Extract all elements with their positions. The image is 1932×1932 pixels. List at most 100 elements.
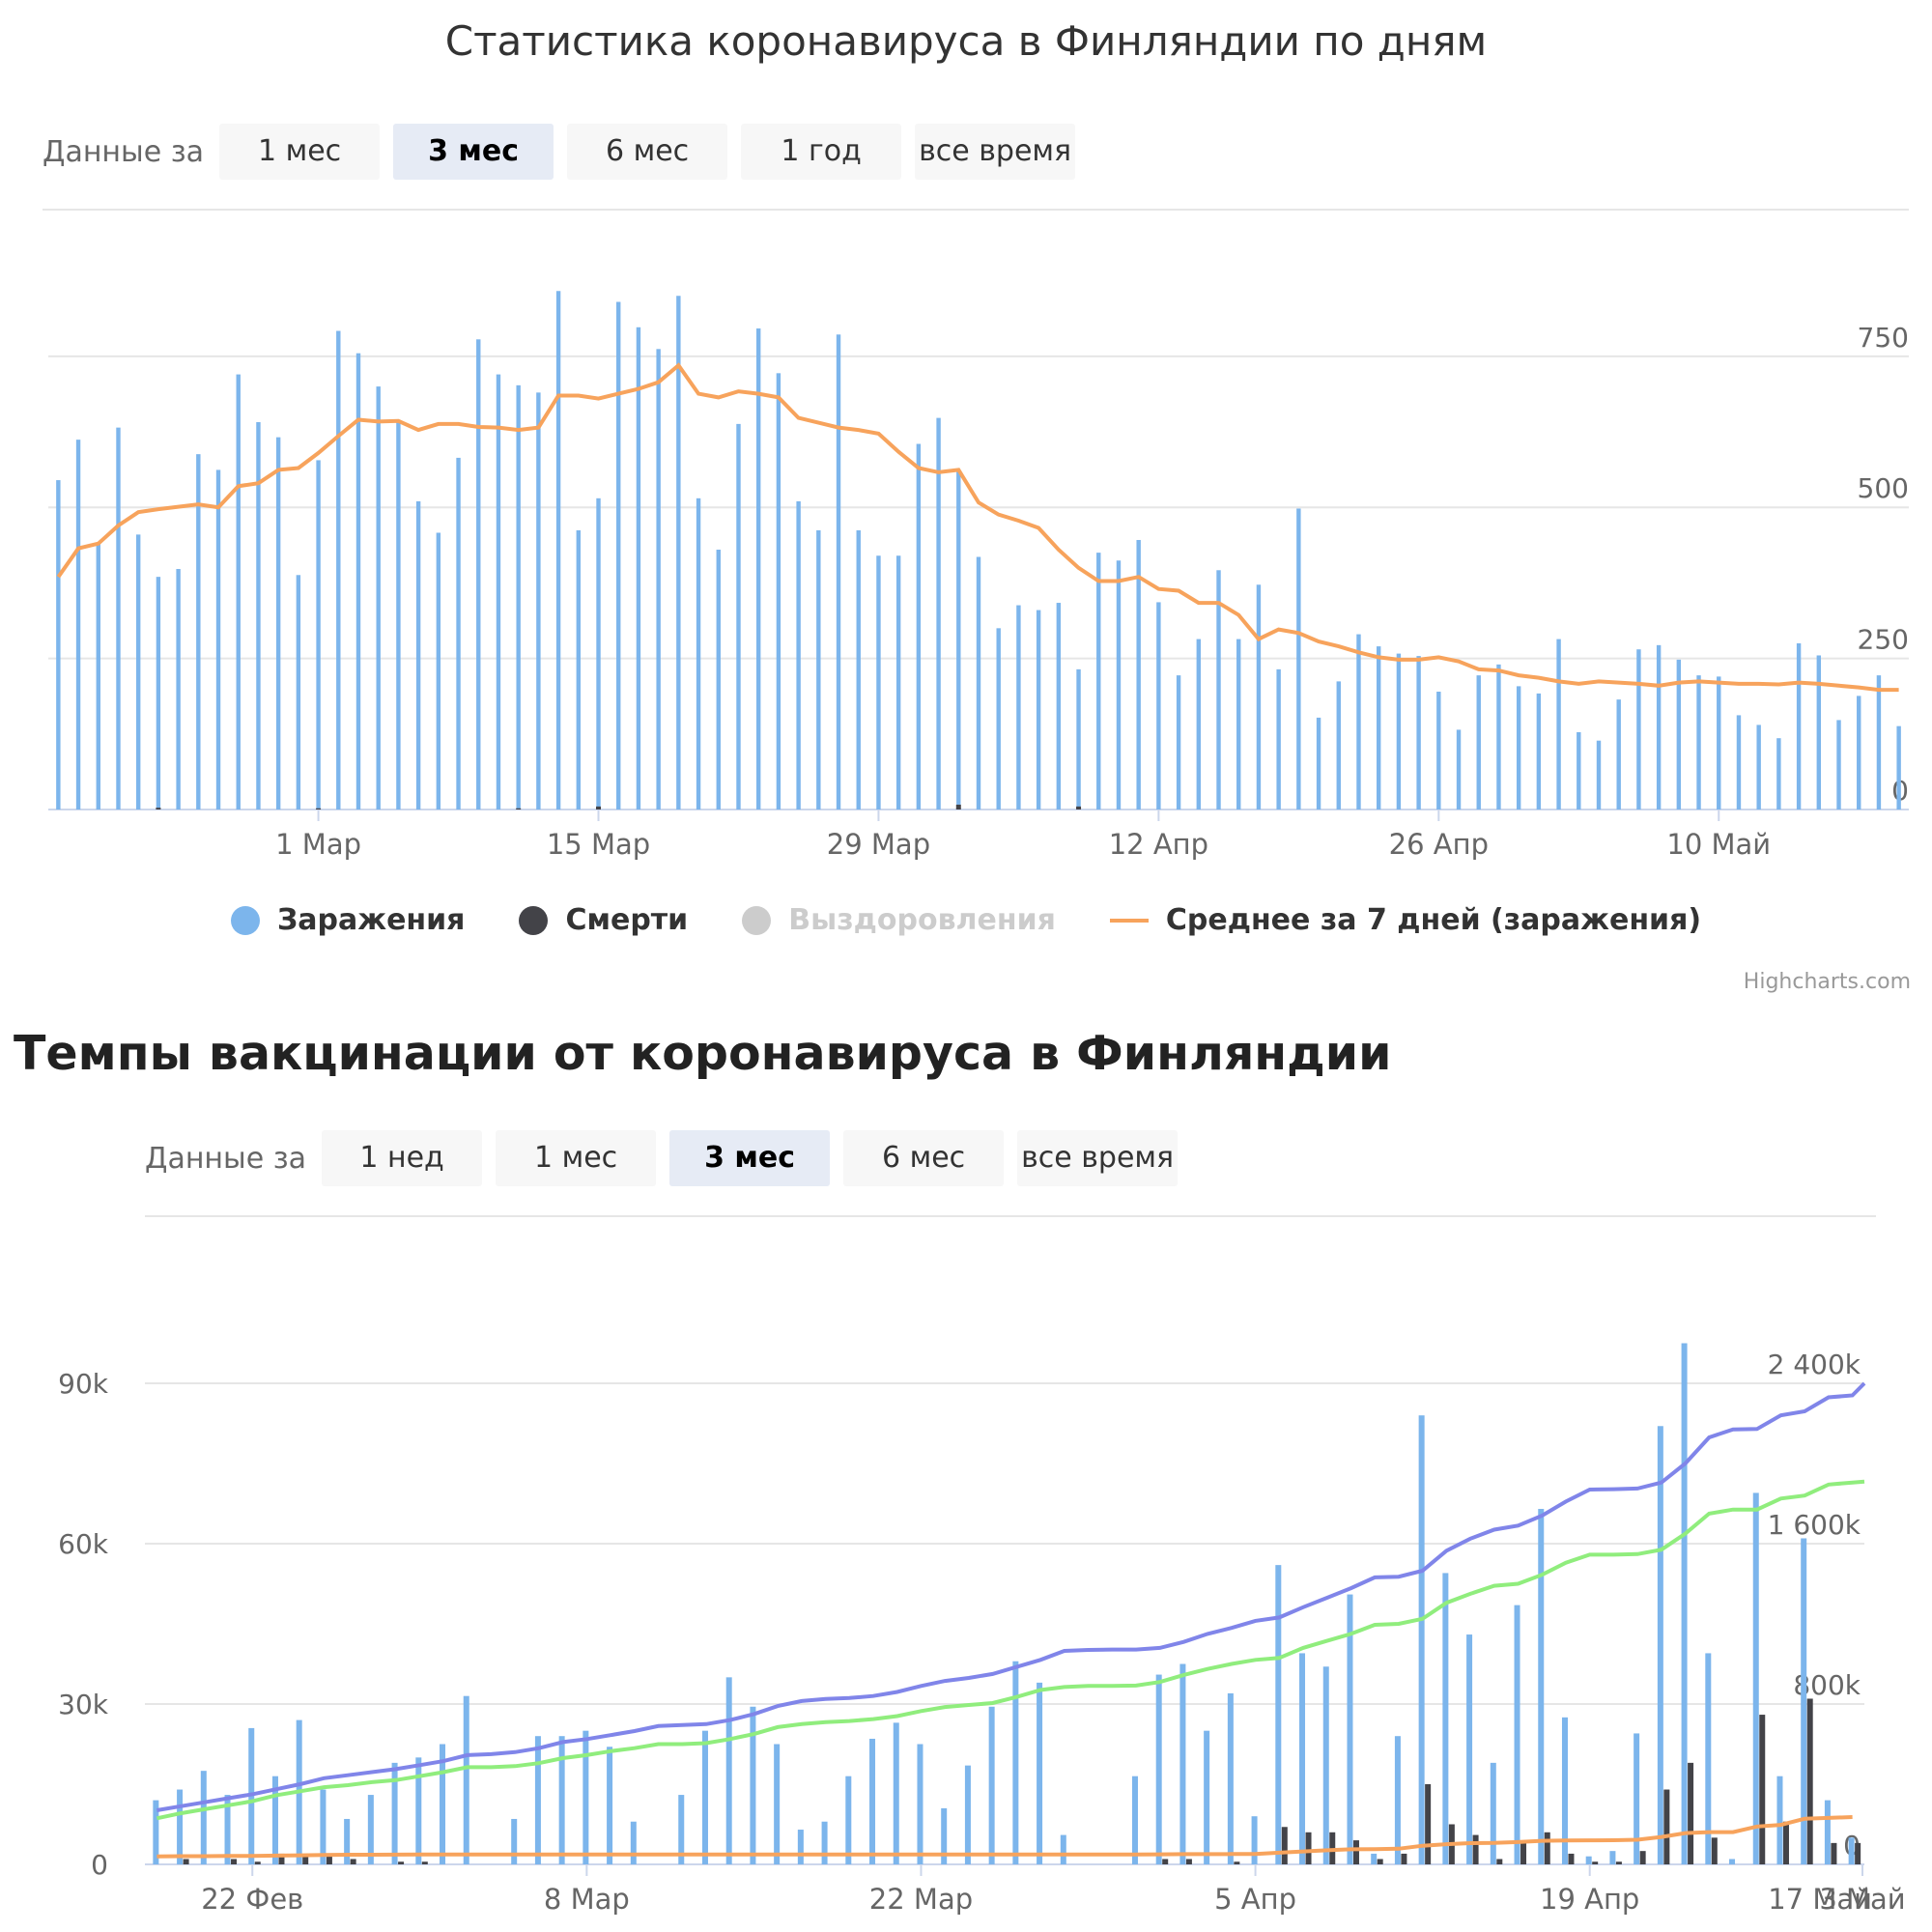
first-dose-bar bbox=[1442, 1573, 1449, 1864]
second-dose-bar bbox=[350, 1859, 356, 1864]
y-tick-label: 250 bbox=[1858, 624, 1909, 656]
second-dose-bar bbox=[1615, 1861, 1622, 1864]
infection-bar bbox=[456, 457, 461, 810]
first-dose-bar bbox=[1538, 1509, 1545, 1864]
legend-label: Выздоровления bbox=[788, 903, 1056, 937]
infection-bar bbox=[1476, 675, 1481, 810]
first-dose-bar bbox=[1801, 1538, 1807, 1864]
infection-bar bbox=[1296, 508, 1301, 810]
first-doses-cumulative-line bbox=[156, 1479, 1865, 1821]
infection-bar bbox=[916, 443, 922, 810]
y-right-tick-label: 1 600k bbox=[1768, 1509, 1861, 1541]
infection-bar bbox=[236, 374, 241, 810]
first-dose-bar bbox=[1155, 1674, 1162, 1864]
second-dose-bar bbox=[398, 1861, 405, 1864]
x-tick-label: 5 Апр bbox=[1214, 1883, 1296, 1916]
second-dose-bar bbox=[1520, 1840, 1527, 1864]
infection-bar bbox=[555, 291, 561, 810]
second-dose-bar bbox=[1162, 1859, 1169, 1864]
legend-item[interactable]: Заражения bbox=[230, 903, 465, 937]
death-bar bbox=[156, 808, 161, 810]
infection-bar bbox=[1536, 693, 1542, 810]
infection-bar bbox=[296, 575, 301, 810]
infection-bar bbox=[696, 497, 701, 810]
x-tick-label: 17 Май bbox=[1768, 1883, 1872, 1916]
infection-bar bbox=[796, 500, 801, 810]
first-dose-bar bbox=[1227, 1692, 1234, 1864]
infection-bar bbox=[176, 569, 181, 810]
first-dose-bar bbox=[391, 1762, 398, 1864]
legend-item[interactable]: Выздоровления bbox=[742, 903, 1056, 937]
chart1-title: Статистика коронавируса в Финляндии по д… bbox=[444, 17, 1488, 65]
x-tick-label: 19 Апр bbox=[1540, 1883, 1639, 1916]
chart1-range-button[interactable]: 3 мес bbox=[393, 124, 554, 180]
infection-bar bbox=[1696, 675, 1701, 810]
first-dose-bar bbox=[224, 1795, 231, 1864]
x-tick-label: 3 Май bbox=[1819, 1883, 1905, 1916]
second-dose-bar bbox=[1759, 1715, 1766, 1864]
death-bar bbox=[316, 808, 322, 810]
y-left-tick-label: 0 bbox=[91, 1849, 108, 1881]
death-bar bbox=[1076, 806, 1082, 810]
infection-bar bbox=[1076, 668, 1081, 810]
infection-bar bbox=[836, 334, 841, 810]
second-doses-cumulative-line bbox=[156, 1815, 1853, 1859]
infection-bar bbox=[415, 500, 421, 810]
credits-link[interactable]: Highcharts.com bbox=[1743, 970, 1911, 994]
legend-line-marker bbox=[1109, 918, 1149, 923]
average-7day-line bbox=[56, 362, 1899, 693]
first-dose-bar bbox=[821, 1821, 828, 1864]
x-tick-label: 10 Май bbox=[1666, 828, 1771, 861]
second-dose-bar bbox=[1544, 1832, 1550, 1864]
chart1-range-button[interactable]: все время bbox=[915, 124, 1076, 180]
infection-bar bbox=[576, 529, 582, 810]
first-dose-bar bbox=[1514, 1605, 1520, 1864]
second-dose-bar bbox=[1472, 1834, 1479, 1864]
second-dose-bar bbox=[421, 1861, 428, 1864]
first-dose-bar bbox=[463, 1695, 469, 1864]
infection-bar bbox=[1256, 584, 1262, 810]
second-dose-bar bbox=[1305, 1832, 1312, 1864]
infection-bar bbox=[736, 423, 741, 810]
y-tick-label: 750 bbox=[1858, 322, 1909, 354]
infection-bar bbox=[1176, 675, 1181, 810]
legend-item[interactable]: Среднее за 7 дней (заражения) bbox=[1109, 903, 1701, 937]
chart2-title: Темпы вакцинации от коронавируса в Финля… bbox=[14, 1026, 1392, 1081]
first-dose-bar bbox=[320, 1789, 327, 1864]
chart2-range-button[interactable]: 1 мес bbox=[496, 1130, 657, 1186]
infection-bar bbox=[1096, 553, 1101, 810]
second-dose-bar bbox=[1592, 1861, 1599, 1864]
infection-bar bbox=[716, 550, 721, 810]
infection-bar bbox=[755, 328, 761, 810]
chart2-range-button[interactable]: 1 нед bbox=[322, 1130, 483, 1186]
chart1-range-button[interactable]: 1 мес bbox=[219, 124, 381, 180]
infection-bar bbox=[1736, 715, 1742, 810]
first-dose-bar bbox=[845, 1776, 852, 1864]
infection-bar bbox=[776, 373, 781, 810]
chart2-range-button[interactable]: 6 мес bbox=[843, 1130, 1005, 1186]
infection-bar bbox=[1796, 642, 1802, 810]
legend-dot-marker bbox=[519, 905, 549, 935]
x-tick-label: 1 Мар bbox=[275, 828, 361, 861]
legend-item[interactable]: Смерти bbox=[519, 903, 688, 937]
infection-bar bbox=[256, 422, 261, 810]
infection-bar bbox=[616, 301, 621, 810]
infection-bar bbox=[1896, 725, 1901, 810]
second-dose-bar bbox=[326, 1856, 332, 1864]
infection-bar bbox=[1436, 692, 1441, 810]
y-right-tick-label: 2 400k bbox=[1768, 1349, 1861, 1380]
death-bar bbox=[516, 808, 522, 810]
first-dose-bar bbox=[869, 1738, 876, 1864]
infection-bar bbox=[1577, 731, 1581, 810]
first-dose-bar bbox=[1275, 1565, 1282, 1864]
first-dose-bar bbox=[1299, 1653, 1306, 1864]
second-dose-bar bbox=[1568, 1853, 1575, 1864]
infection-bar bbox=[1336, 681, 1341, 810]
x-tick-label: 8 Мар bbox=[544, 1883, 630, 1916]
chart1-range-button[interactable]: 6 мес bbox=[567, 124, 728, 180]
chart2-range-button[interactable]: все время bbox=[1017, 1130, 1179, 1186]
chart2-range-button[interactable]: 3 мес bbox=[669, 1130, 831, 1186]
chart1-range-button[interactable]: 1 год bbox=[741, 124, 902, 180]
infection-bar bbox=[1156, 602, 1161, 810]
second-dose-bar bbox=[1782, 1821, 1789, 1864]
